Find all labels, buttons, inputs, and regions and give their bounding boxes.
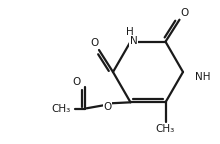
Text: O: O	[90, 38, 98, 48]
Text: H: H	[126, 27, 133, 37]
Text: O: O	[103, 102, 112, 112]
Text: O: O	[72, 77, 81, 87]
Text: CH₃: CH₃	[51, 104, 70, 114]
Text: NH: NH	[195, 72, 211, 82]
Text: CH₃: CH₃	[156, 124, 175, 134]
Text: N: N	[130, 36, 137, 46]
Text: O: O	[180, 8, 189, 18]
